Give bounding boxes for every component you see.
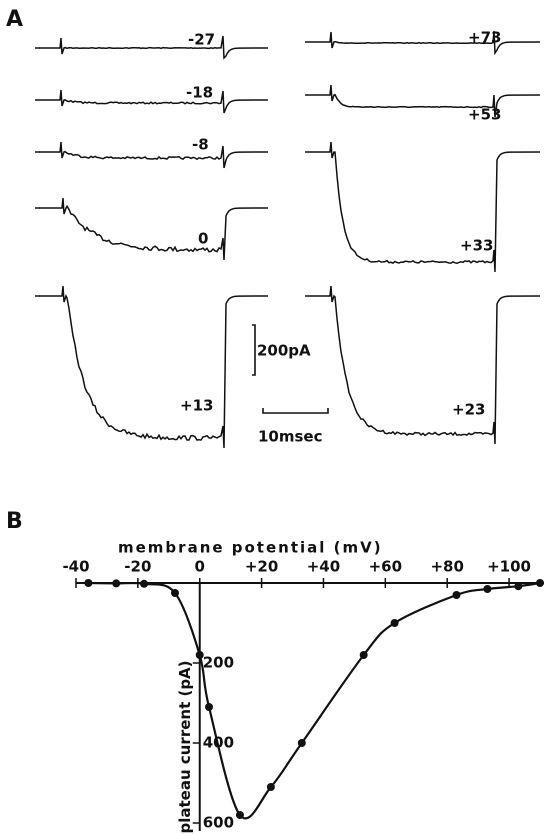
trace-label: +53 bbox=[468, 106, 501, 124]
current-trace bbox=[35, 35, 269, 60]
time-scale-bar bbox=[262, 408, 329, 414]
trace-label: -27 bbox=[188, 31, 215, 49]
data-point bbox=[195, 651, 204, 659]
y-axis-title: plateau current (pA) bbox=[176, 660, 194, 833]
data-point bbox=[390, 619, 399, 627]
trace-label: +33 bbox=[460, 237, 493, 255]
x-tick-label: +80 bbox=[430, 558, 463, 576]
panel-label: B bbox=[6, 509, 23, 534]
iv-curve bbox=[88, 581, 541, 820]
data-point bbox=[483, 585, 492, 593]
data-point bbox=[170, 589, 179, 597]
data-point bbox=[84, 579, 93, 587]
scale-bars bbox=[252, 324, 329, 414]
trace-label: +73 bbox=[468, 29, 501, 47]
current-trace bbox=[35, 197, 269, 261]
y-tick-label: 200 bbox=[203, 654, 234, 672]
trace-label: +23 bbox=[452, 401, 485, 419]
y-tick-label: 600 bbox=[203, 814, 234, 832]
x-tick-label: +60 bbox=[369, 558, 402, 576]
data-point bbox=[359, 651, 368, 659]
trace-label: +13 bbox=[180, 397, 213, 415]
current-trace bbox=[305, 30, 541, 56]
current-trace bbox=[305, 141, 541, 273]
x-tick-label: +20 bbox=[245, 558, 278, 576]
x-tick-label: +100 bbox=[487, 558, 531, 576]
x-tick-label: +40 bbox=[307, 558, 340, 576]
current-scale-bar bbox=[252, 324, 256, 376]
trace-label: -8 bbox=[192, 136, 209, 154]
current-trace bbox=[35, 89, 269, 114]
x-tick-label: -40 bbox=[62, 558, 89, 576]
data-point bbox=[297, 739, 306, 747]
time-scale-label: 10msec bbox=[258, 428, 323, 446]
x-axis-title: membrane potential (mV) bbox=[118, 539, 383, 557]
data-point bbox=[266, 783, 275, 791]
panel-label: A bbox=[6, 7, 23, 32]
trace-label: 0 bbox=[198, 230, 208, 248]
current-trace bbox=[305, 84, 541, 118]
data-point bbox=[514, 582, 523, 591]
current-scale-label: 200pA bbox=[257, 342, 311, 360]
data-point bbox=[205, 703, 214, 711]
data-point bbox=[536, 579, 544, 587]
trace-label: -18 bbox=[186, 84, 213, 102]
current-trace bbox=[305, 285, 541, 445]
current-trace bbox=[35, 141, 269, 169]
current-trace bbox=[35, 285, 269, 449]
x-tick-label: 0 bbox=[195, 558, 205, 576]
data-point bbox=[140, 579, 149, 588]
data-point bbox=[235, 811, 244, 819]
x-tick-label: -20 bbox=[124, 558, 151, 576]
data-point bbox=[452, 591, 461, 599]
data-point bbox=[112, 579, 121, 588]
